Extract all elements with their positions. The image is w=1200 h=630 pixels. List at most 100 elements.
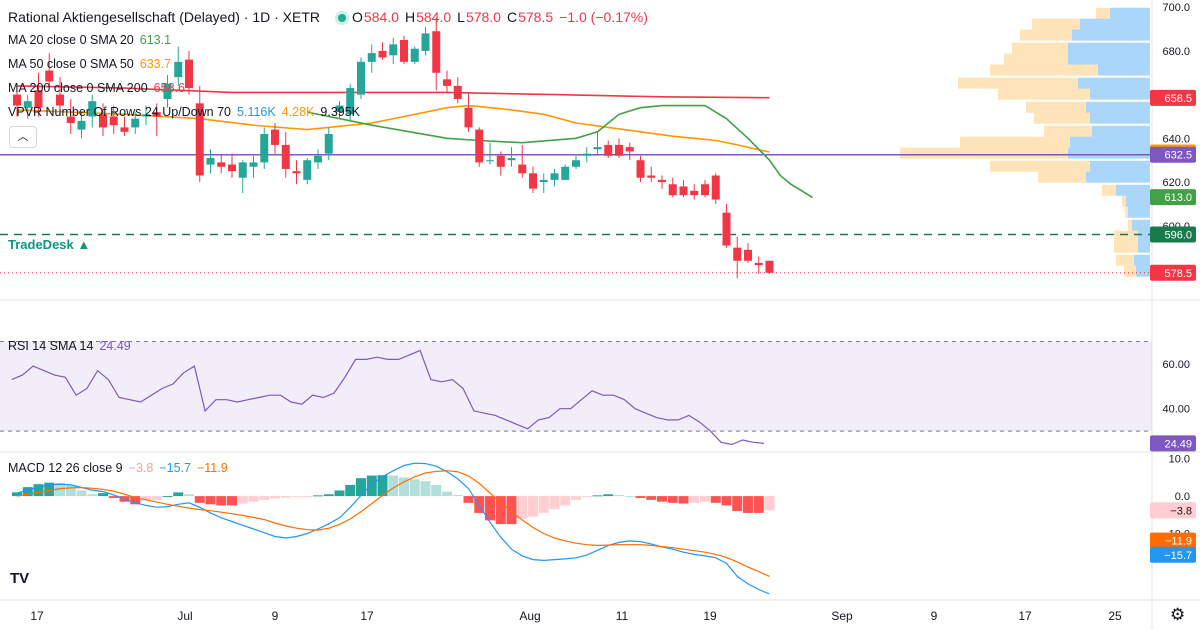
- macd-histogram-bar: [184, 494, 194, 497]
- time-axis-tick: Jul: [177, 609, 192, 623]
- ma20-legend[interactable]: MA 20 close 0 SMA 20 613.1: [8, 33, 177, 47]
- macd-histogram-bar: [173, 492, 184, 497]
- candle-body: [432, 31, 441, 73]
- macd-histogram-bar: [517, 496, 528, 519]
- candle-body: [410, 48, 419, 62]
- macd-value-label-box: [1150, 546, 1196, 563]
- price-axis-label: 658.5: [1164, 93, 1192, 105]
- ma50-legend-value: 633.7: [139, 57, 172, 71]
- macd-histogram-bar: [571, 496, 581, 500]
- macd-histogram-bar: [356, 478, 366, 497]
- candle-body: [142, 114, 150, 117]
- ma50-legend[interactable]: MA 50 close 0 SMA 50 633.7: [8, 57, 177, 71]
- candle-body: [335, 105, 344, 113]
- macd-histogram-bar: [549, 496, 560, 510]
- macd-histogram-bar: [345, 484, 356, 497]
- volume-profile-up-bar: [1086, 171, 1150, 183]
- macd-histogram-bar: [710, 496, 721, 503]
- price-axis-label: 578.5: [1164, 268, 1192, 280]
- volume-profile-down-bar: [990, 64, 1098, 76]
- volume-profile-up-bar: [1138, 230, 1150, 242]
- candle-body: [271, 129, 279, 145]
- candle-body: [582, 153, 591, 156]
- macd-histogram-bar: [377, 475, 388, 497]
- high-label: H: [404, 9, 416, 25]
- time-axis-tick: Aug: [519, 609, 540, 623]
- macd-histogram-bar: [108, 496, 119, 498]
- candle-body: [281, 144, 290, 169]
- market-status-dot: [338, 13, 347, 22]
- candle-body: [346, 88, 355, 115]
- macd-histogram-bar: [280, 496, 291, 498]
- collapse-legend-button[interactable]: ︿: [9, 126, 37, 148]
- rsi-value-label: 24.49: [1164, 438, 1192, 450]
- candle-body: [647, 175, 656, 178]
- volume-profile-down-bar: [1116, 254, 1134, 266]
- candle-body: [66, 116, 75, 124]
- vpvr-legend[interactable]: VPVR Number Of Rows 24 Up/Down 70 5.116K 4…: [8, 105, 366, 119]
- macd-histogram-bar: [227, 496, 237, 506]
- ma200-legend-label: MA 200 close 0 SMA 200: [8, 81, 148, 95]
- open-label: O: [352, 9, 363, 25]
- rsi-legend[interactable]: RSI 14 SMA 14 24.49: [8, 339, 137, 353]
- macd-histogram-bar: [624, 496, 635, 498]
- macd-histogram-bar: [646, 496, 657, 500]
- candle-body: [496, 155, 505, 167]
- rsi-value-label-box: [1150, 435, 1196, 452]
- candle-body: [217, 162, 226, 167]
- vpvr-down-value: 4.28K: [281, 105, 315, 119]
- candle-body: [174, 61, 183, 78]
- candle-body: [400, 39, 408, 62]
- price-axis-label-box: [1150, 146, 1196, 163]
- candle-body: [324, 133, 333, 154]
- candle-body: [357, 61, 365, 95]
- candle-body: [550, 173, 559, 180]
- macd-histogram-bar: [399, 477, 409, 497]
- rsi-line: [11, 349, 765, 446]
- price-axis-label-box: [1150, 189, 1196, 206]
- candle-body: [593, 147, 602, 150]
- volume-profile-down-bar: [1128, 219, 1132, 231]
- macd-line-value: −15.7: [159, 461, 191, 475]
- low-value: 578.0: [465, 9, 501, 25]
- candle-body: [249, 162, 258, 167]
- tradedesk-label[interactable]: TradeDesk ▲: [8, 237, 91, 252]
- tradingview-logo[interactable]: TV: [10, 570, 30, 587]
- macd-histogram-bar: [485, 496, 495, 521]
- candle-body: [77, 120, 86, 130]
- macd-histogram-bar: [614, 494, 624, 497]
- ma200-legend-value: 658.6: [153, 81, 185, 95]
- volume-profile-down-bar: [1032, 18, 1080, 30]
- macd-histogram-bar: [194, 496, 205, 503]
- candle-body: [572, 160, 580, 167]
- macd-histogram-bar: [216, 496, 227, 506]
- macd-histogram-bar: [689, 496, 700, 503]
- candle-body: [163, 83, 172, 99]
- candle-body: [206, 158, 215, 165]
- macd-axis-tick: 0.0: [1175, 491, 1190, 503]
- vpvr-legend-label: VPVR Number Of Rows 24 Up/Down 70: [8, 105, 232, 119]
- settings-gear-icon[interactable]: ⚙: [1170, 605, 1186, 624]
- time-axis-tick: 25: [1108, 609, 1122, 623]
- volume-profile-down-bar: [1102, 184, 1116, 196]
- candle-body: [518, 164, 527, 174]
- macd-legend[interactable]: MACD 12 26 close 9 −3.8 −15.7 −11.9: [8, 461, 234, 475]
- volume-profile-down-bar: [1012, 42, 1068, 54]
- volume-profile-up-bar: [1072, 29, 1150, 41]
- high-value: 584.0: [416, 9, 452, 25]
- candle-body: [303, 160, 312, 180]
- volume-profile-up-bar: [1128, 206, 1150, 218]
- macd-histogram-bar: [141, 496, 151, 501]
- macd-histogram-bar: [87, 494, 98, 497]
- candle-body: [453, 85, 462, 99]
- candle-body: [131, 118, 140, 128]
- candle-body: [292, 171, 301, 174]
- candle-body: [754, 262, 763, 266]
- symbol-title[interactable]: Rational Aktiengesellschaft (Delayed) · …: [8, 9, 321, 25]
- volume-profile-up-bar: [1086, 101, 1150, 113]
- candle-body: [421, 33, 430, 51]
- candle-body: [668, 184, 677, 196]
- ma200-legend[interactable]: MA 200 close 0 SMA 200 658.6: [8, 81, 191, 95]
- macd-histogram-bar: [291, 496, 302, 498]
